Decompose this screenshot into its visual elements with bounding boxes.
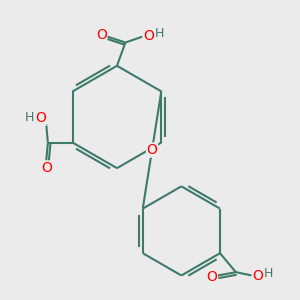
Text: O: O [96,28,107,42]
Text: O: O [35,112,46,125]
Text: O: O [252,269,263,284]
Text: O: O [206,270,217,284]
Text: O: O [41,161,52,175]
Text: O: O [147,143,158,157]
Text: H: H [24,111,34,124]
Text: H: H [264,267,273,280]
Text: O: O [143,28,154,43]
Text: H: H [155,27,164,40]
